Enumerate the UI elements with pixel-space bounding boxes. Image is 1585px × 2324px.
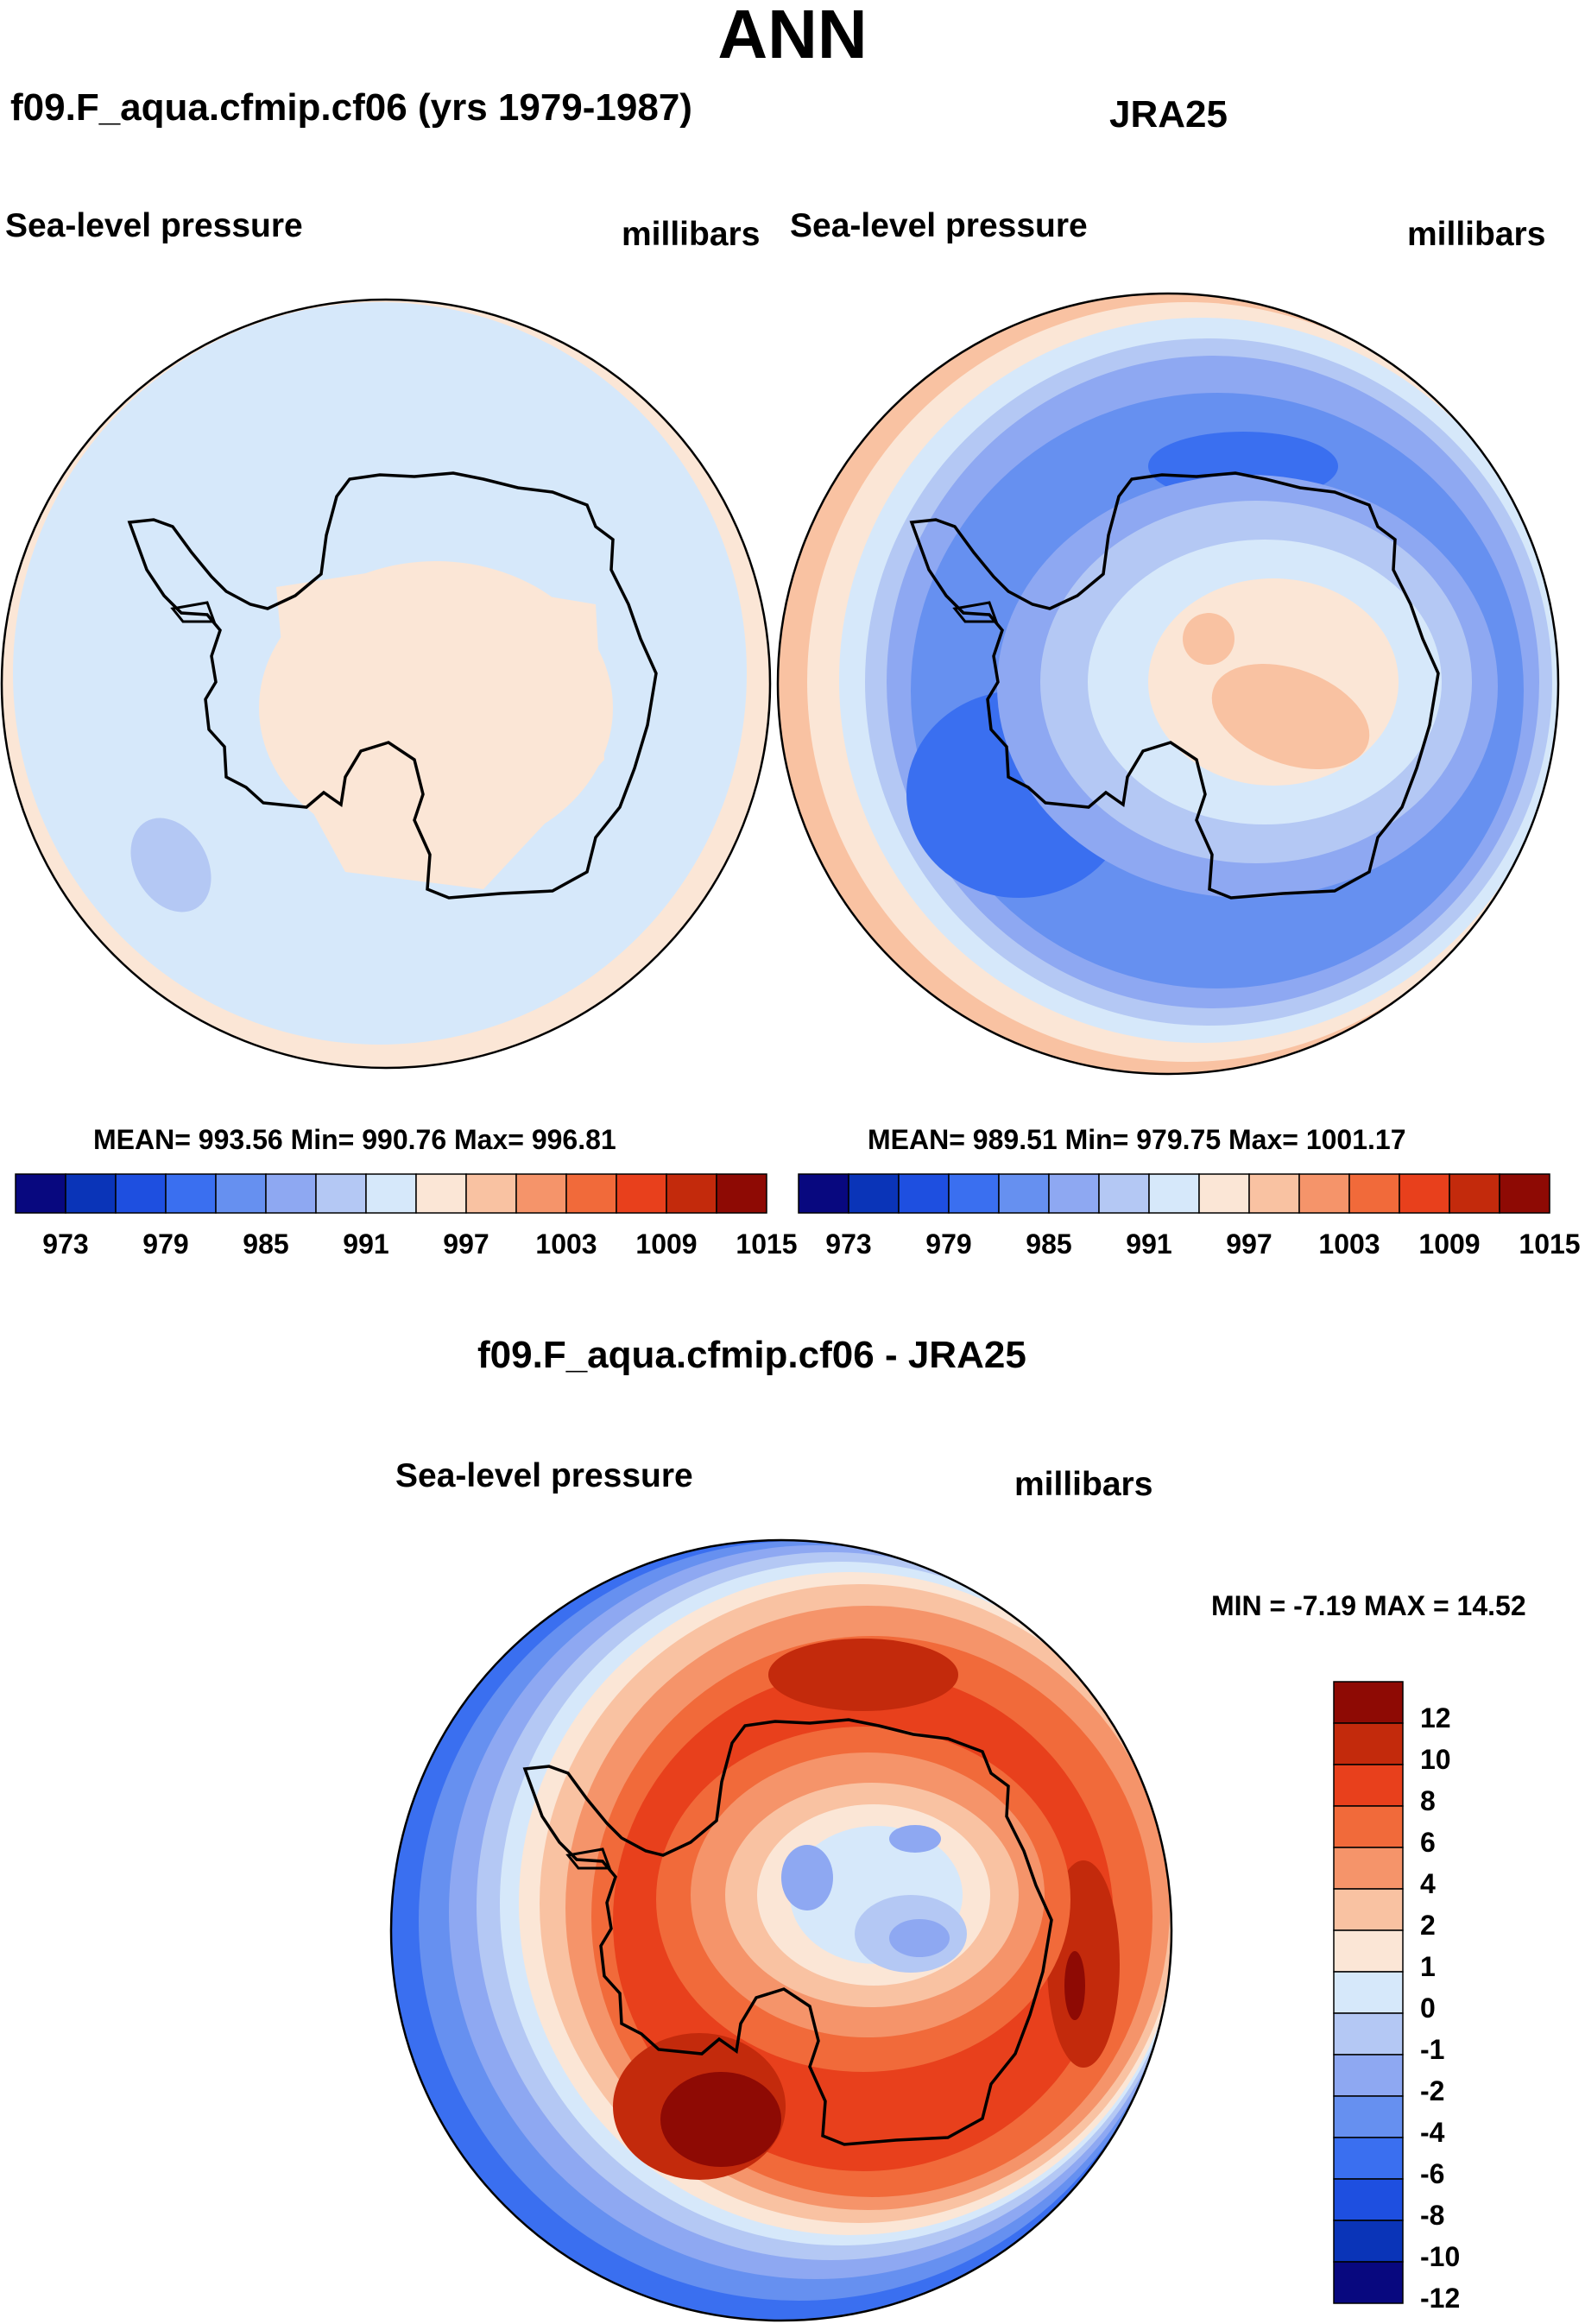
panel3-title: f09.F_aqua.cfmip.cf06 - JRA25 bbox=[477, 1334, 1026, 1376]
colorbar2-tick-label: 997 bbox=[1226, 1228, 1272, 1260]
colorbar2-swatch-6 bbox=[1098, 1173, 1150, 1214]
colorbar1-swatch-6 bbox=[315, 1173, 367, 1214]
colorbar1-tick-label: 1003 bbox=[535, 1228, 597, 1260]
panel3-variable-label: Sea-level pressure bbox=[395, 1457, 693, 1494]
colorbar1-swatch-1 bbox=[65, 1173, 117, 1214]
colorbar1-swatch-4 bbox=[215, 1173, 267, 1214]
panel3-map-border bbox=[389, 1538, 1173, 2322]
colorbar3-tick-label: 8 bbox=[1420, 1785, 1436, 1816]
panel3-map bbox=[391, 1540, 1171, 2321]
colorbar2-tick-label: 979 bbox=[925, 1228, 972, 1260]
colorbar3-swatch-0 bbox=[1333, 1681, 1404, 1724]
colorbar3-swatch-1 bbox=[1333, 1722, 1404, 1765]
colorbar3-tick-label: 4 bbox=[1420, 1868, 1436, 1899]
panel1-title: f09.F_aqua.cfmip.cf06 (yrs 1979-1987) bbox=[10, 86, 692, 129]
panel2-variable-label: Sea-level pressure bbox=[790, 207, 1088, 244]
colorbar2-swatch-2 bbox=[898, 1173, 950, 1214]
colorbar1-tick-label: 991 bbox=[343, 1228, 389, 1260]
colorbar3-tick-label: -4 bbox=[1420, 2117, 1445, 2148]
colorbar3-tick-label: 2 bbox=[1420, 1910, 1436, 1941]
colorbar3-tick-label: 12 bbox=[1420, 1702, 1451, 1734]
panel2-map bbox=[778, 294, 1558, 1074]
colorbar2-swatch-11 bbox=[1348, 1173, 1400, 1214]
panel1-stats: MEAN= 993.56 Min= 990.76 Max= 996.81 bbox=[93, 1124, 616, 1155]
colorbar2-swatch-8 bbox=[1198, 1173, 1250, 1214]
colorbar3-tick-label: -1 bbox=[1420, 2034, 1445, 2065]
colorbar3-tick-label: -2 bbox=[1420, 2075, 1445, 2106]
colorbar1-tick-label: 979 bbox=[142, 1228, 189, 1260]
colorbar3-swatch-3 bbox=[1333, 1805, 1404, 1848]
colorbar2 bbox=[798, 1173, 1550, 1214]
colorbar2-tick-label: 985 bbox=[1026, 1228, 1072, 1260]
colorbar1-swatch-2 bbox=[115, 1173, 167, 1214]
colorbar1-tick-label: 1015 bbox=[736, 1228, 798, 1260]
colorbar1-swatch-13 bbox=[666, 1173, 717, 1214]
figure-title: ANN bbox=[717, 0, 868, 73]
panel1-variable-label: Sea-level pressure bbox=[5, 207, 303, 244]
colorbar1-swatch-8 bbox=[415, 1173, 467, 1214]
colorbar3-swatch-7 bbox=[1333, 1971, 1404, 2014]
colorbar3-swatch-14 bbox=[1333, 2261, 1404, 2304]
colorbar3-tick-label: 6 bbox=[1420, 1827, 1436, 1858]
colorbar2-swatch-4 bbox=[998, 1173, 1050, 1214]
colorbar2-swatch-5 bbox=[1048, 1173, 1100, 1214]
colorbar2-swatch-10 bbox=[1298, 1173, 1350, 1214]
colorbar1-tick-label: 985 bbox=[243, 1228, 289, 1260]
panel1-map bbox=[2, 300, 770, 1068]
colorbar3-swatch-13 bbox=[1333, 2220, 1404, 2263]
colorbar1-swatch-11 bbox=[565, 1173, 617, 1214]
colorbar1-tick-label: 997 bbox=[443, 1228, 489, 1260]
colorbar1-swatch-10 bbox=[515, 1173, 567, 1214]
panel3-units-label: millibars bbox=[1014, 1466, 1153, 1503]
colorbar3-swatch-2 bbox=[1333, 1764, 1404, 1807]
colorbar3-tick-label: -8 bbox=[1420, 2200, 1445, 2231]
colorbar1-swatch-0 bbox=[15, 1173, 66, 1214]
colorbar1-swatch-5 bbox=[265, 1173, 317, 1214]
colorbar2-swatch-12 bbox=[1399, 1173, 1450, 1214]
colorbar2-swatch-0 bbox=[798, 1173, 849, 1214]
colorbar2-tick-label: 1015 bbox=[1519, 1228, 1581, 1260]
panel3-stats: MIN = -7.19 MAX = 14.52 bbox=[1211, 1590, 1526, 1621]
colorbar3 bbox=[1333, 1681, 1404, 2304]
panel2-units-label: millibars bbox=[1407, 216, 1546, 253]
colorbar3-swatch-4 bbox=[1333, 1847, 1404, 1890]
colorbar3-tick-label: 0 bbox=[1420, 1992, 1436, 2024]
colorbar1 bbox=[15, 1173, 767, 1214]
colorbar3-swatch-11 bbox=[1333, 2137, 1404, 2180]
panel2-map-border bbox=[776, 292, 1560, 1076]
colorbar3-tick-label: 1 bbox=[1420, 1951, 1436, 1982]
panel2-stats: MEAN= 989.51 Min= 979.75 Max= 1001.17 bbox=[868, 1124, 1406, 1155]
colorbar2-tick-label: 1009 bbox=[1418, 1228, 1481, 1260]
colorbar3-swatch-12 bbox=[1333, 2178, 1404, 2221]
panel2-title: JRA25 bbox=[1109, 93, 1228, 136]
colorbar2-swatch-7 bbox=[1148, 1173, 1200, 1214]
colorbar2-tick-label: 1003 bbox=[1318, 1228, 1380, 1260]
colorbar1-tick-label: 1009 bbox=[635, 1228, 698, 1260]
colorbar3-tick-label: -12 bbox=[1420, 2283, 1461, 2314]
colorbar1-swatch-3 bbox=[165, 1173, 217, 1214]
colorbar2-swatch-3 bbox=[948, 1173, 1000, 1214]
panel1-map-border bbox=[0, 298, 772, 1070]
colorbar1-swatch-12 bbox=[616, 1173, 667, 1214]
colorbar2-swatch-13 bbox=[1449, 1173, 1500, 1214]
colorbar3-swatch-8 bbox=[1333, 2012, 1404, 2056]
colorbar3-swatch-6 bbox=[1333, 1929, 1404, 1973]
colorbar1-swatch-7 bbox=[365, 1173, 417, 1214]
colorbar3-tick-label: -6 bbox=[1420, 2158, 1445, 2189]
colorbar1-swatch-9 bbox=[465, 1173, 517, 1214]
colorbar3-swatch-5 bbox=[1333, 1888, 1404, 1931]
colorbar1-tick-label: 973 bbox=[42, 1228, 89, 1260]
colorbar3-swatch-9 bbox=[1333, 2054, 1404, 2097]
colorbar1-swatch-14 bbox=[716, 1173, 767, 1214]
colorbar3-swatch-10 bbox=[1333, 2095, 1404, 2138]
panel1-units-label: millibars bbox=[622, 216, 761, 253]
colorbar2-swatch-14 bbox=[1499, 1173, 1550, 1214]
colorbar2-tick-label: 991 bbox=[1126, 1228, 1172, 1260]
colorbar2-swatch-1 bbox=[848, 1173, 900, 1214]
colorbar2-tick-label: 973 bbox=[825, 1228, 872, 1260]
colorbar3-tick-label: 10 bbox=[1420, 1744, 1451, 1775]
colorbar3-tick-label: -10 bbox=[1420, 2241, 1461, 2272]
colorbar2-swatch-9 bbox=[1248, 1173, 1300, 1214]
